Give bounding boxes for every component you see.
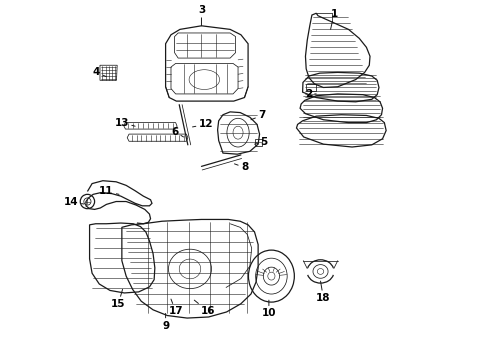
Text: 11: 11 (99, 186, 119, 197)
Text: 10: 10 (261, 300, 276, 318)
Text: 5: 5 (254, 138, 267, 147)
Text: 7: 7 (250, 111, 265, 121)
Text: 13: 13 (114, 118, 135, 128)
Text: 14: 14 (64, 197, 83, 207)
Text: 9: 9 (162, 314, 169, 330)
Text: 6: 6 (171, 127, 183, 137)
Text: 12: 12 (192, 120, 213, 129)
Text: 3: 3 (198, 5, 204, 26)
Text: 17: 17 (168, 299, 183, 316)
Text: 1: 1 (330, 9, 337, 30)
Text: 18: 18 (316, 281, 330, 303)
Text: 4: 4 (93, 67, 106, 77)
Text: 15: 15 (111, 289, 125, 309)
Text: 16: 16 (194, 300, 215, 316)
Text: 8: 8 (234, 162, 247, 172)
Text: 2: 2 (304, 89, 316, 99)
